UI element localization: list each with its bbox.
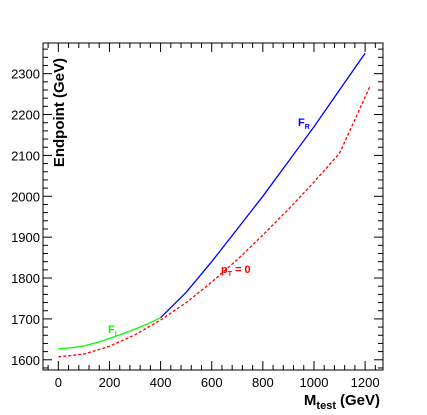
x-tick-label: 400 — [150, 375, 172, 390]
x-tick-label: 0 — [55, 375, 62, 390]
y-tick-label: 2100 — [11, 148, 40, 163]
x-axis-title-unit: (GeV) — [340, 392, 380, 409]
y-tick-label: 2200 — [11, 108, 40, 123]
series-label: FR — [298, 117, 310, 131]
x-tick-label: 800 — [252, 375, 274, 390]
y-tick-label: 2300 — [11, 67, 40, 82]
x-axis-title-main: M — [304, 392, 317, 409]
x-tick-label: 1200 — [351, 375, 380, 390]
series-line-p-t-0 — [58, 85, 371, 358]
x-tick-label: 200 — [99, 375, 121, 390]
series-label: FL — [108, 324, 120, 338]
series-lines — [58, 52, 371, 358]
y-tick-label: 2000 — [11, 189, 40, 204]
x-axis-title: Mtest (GeV) — [304, 392, 380, 412]
plot-frame — [42, 42, 384, 371]
y-tick-label: 1600 — [11, 353, 40, 368]
series-line-f-l — [58, 317, 161, 350]
series-line-f-r — [160, 52, 366, 319]
y-tick-label: 1900 — [11, 230, 40, 245]
series-labels: FL FR pT = 0 — [108, 117, 310, 338]
y-tick-label: 1700 — [11, 312, 40, 327]
y-axis-title: Endpoint (GeV) — [51, 58, 68, 167]
y-tick-label: 1800 — [11, 271, 40, 286]
series-label: pT = 0 — [221, 264, 251, 278]
axis-ticks: 0 200 400 600 800 1000 1200 1600 1700 1800 1900 200… — [11, 43, 383, 390]
x-tick-label: 1000 — [300, 375, 329, 390]
x-tick-label: 600 — [201, 375, 223, 390]
x-axis-title-sub: test — [316, 400, 336, 412]
